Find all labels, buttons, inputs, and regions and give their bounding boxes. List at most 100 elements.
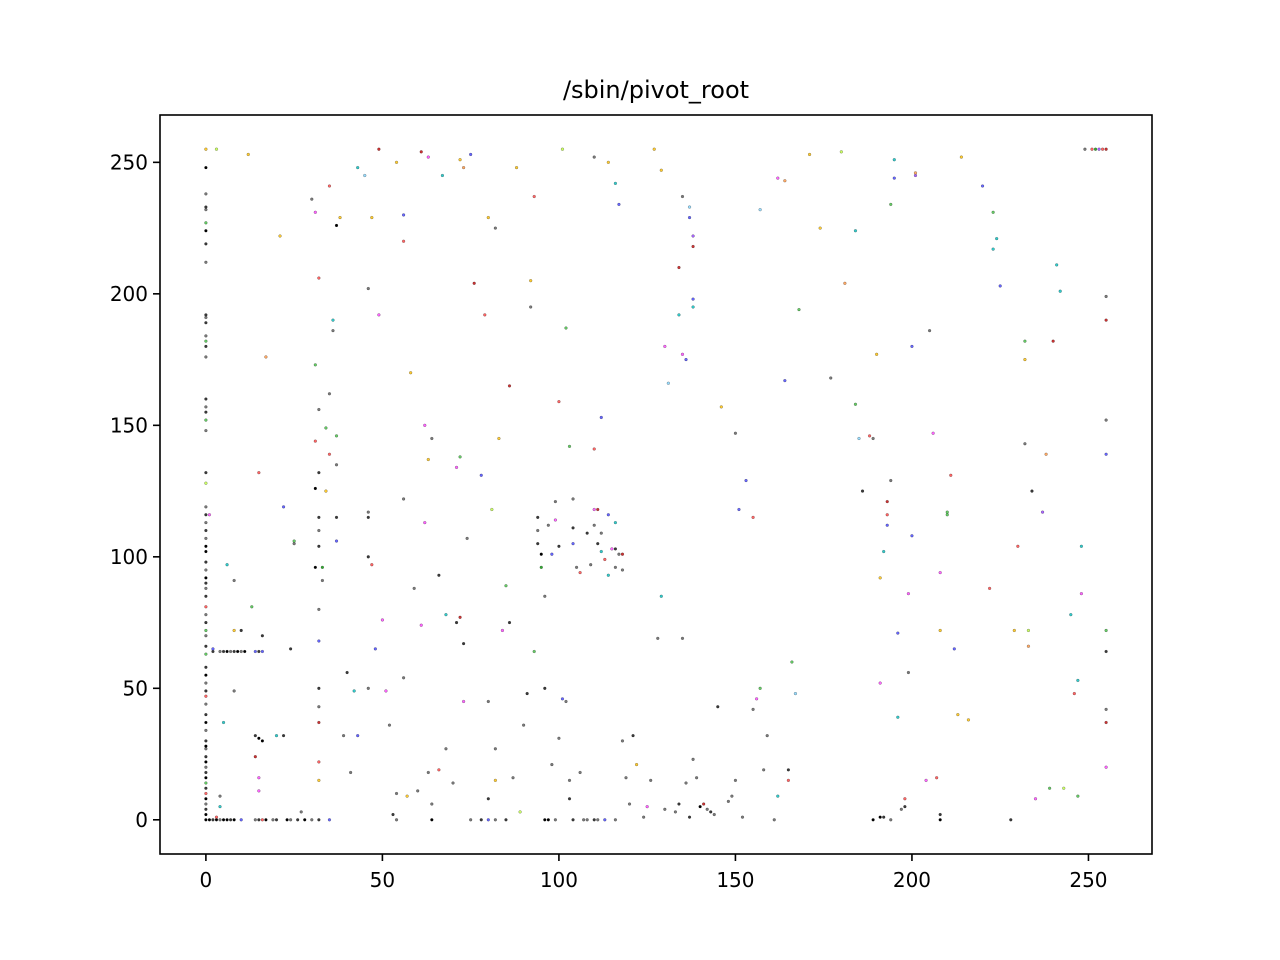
data-point-468 (818, 226, 822, 230)
data-point-386 (1016, 544, 1020, 548)
data-point-383 (995, 237, 999, 241)
data-point-191 (366, 686, 370, 690)
data-point-20 (310, 818, 314, 822)
data-point-114 (211, 649, 215, 654)
data-point-49 (204, 802, 208, 806)
data-point-26 (479, 818, 483, 822)
data-point-65 (204, 702, 208, 706)
data-point-272 (564, 699, 568, 704)
data-point-155 (317, 544, 321, 548)
data-point-149 (289, 647, 293, 651)
data-point-189 (352, 689, 356, 693)
data-point-366 (910, 534, 914, 538)
data-point-81 (204, 576, 208, 580)
data-point-106 (204, 242, 208, 246)
data-point-459 (567, 444, 572, 448)
data-point-185 (334, 223, 339, 228)
chart-title: /sbin/pivot_root (563, 76, 749, 104)
x-tick-label-250: 250 (1069, 868, 1107, 892)
data-point-255 (532, 649, 536, 654)
data-point-4 (218, 818, 222, 822)
data-point-296 (617, 552, 621, 556)
data-point-291 (606, 513, 610, 517)
data-point-473 (959, 155, 963, 159)
x-tick-label-200: 200 (893, 868, 931, 892)
data-point-262 (543, 686, 547, 690)
data-point-30 (543, 818, 547, 822)
data-point-435 (493, 226, 497, 230)
plot-frame (159, 114, 1153, 855)
data-point-406 (1079, 592, 1083, 596)
data-point-162 (313, 363, 317, 367)
data-point-175 (324, 426, 328, 430)
data-point-359 (896, 631, 900, 635)
data-point-344 (857, 436, 861, 441)
data-point-56 (204, 765, 208, 769)
data-point-439 (606, 160, 610, 164)
data-point-133 (232, 628, 236, 633)
data-point-246 (507, 620, 512, 625)
data-point-91 (204, 481, 208, 485)
data-point-474 (980, 184, 985, 188)
data-point-353 (885, 513, 889, 517)
data-point-64 (204, 713, 208, 717)
data-point-257 (536, 528, 540, 533)
data-point-242 (493, 778, 497, 782)
data-point-234 (469, 152, 473, 157)
data-point-452 (677, 313, 681, 317)
data-point-164 (310, 197, 314, 201)
data-point-416 (1104, 452, 1108, 456)
data-point-350 (878, 576, 882, 580)
data-point-261 (543, 594, 547, 598)
data-point-331 (758, 686, 762, 690)
data-point-428 (377, 147, 381, 151)
data-point-6 (225, 818, 229, 822)
data-point-33 (571, 818, 575, 822)
data-point-389 (1023, 358, 1027, 362)
data-point-292 (610, 547, 614, 551)
data-point-147 (281, 734, 286, 738)
data-point-373 (938, 628, 942, 633)
data-point-354 (885, 500, 889, 504)
data-point-475 (991, 210, 995, 214)
data-point-375 (945, 513, 949, 517)
data-point-235 (472, 281, 476, 285)
data-point-66 (204, 694, 208, 698)
data-point-200 (377, 313, 381, 317)
data-point-333 (765, 734, 769, 738)
data-point-193 (366, 510, 370, 514)
data-point-454 (684, 358, 688, 362)
data-point-137 (253, 734, 257, 738)
data-point-177 (327, 452, 332, 456)
data-point-208 (402, 239, 406, 243)
data-point-426 (338, 215, 342, 220)
data-point-138 (257, 736, 261, 740)
data-point-322 (716, 705, 720, 709)
data-point-184 (334, 539, 339, 543)
data-point-35 (585, 818, 589, 822)
data-point-99 (204, 344, 208, 349)
data-point-156 (317, 528, 321, 533)
data-point-211 (409, 371, 413, 375)
data-point-327 (740, 815, 745, 819)
data-point-423 (214, 147, 219, 151)
data-point-0 (204, 818, 208, 822)
data-point-98 (204, 355, 208, 359)
data-point-396 (1048, 786, 1052, 790)
data-point-39 (613, 818, 617, 822)
data-point-349 (878, 681, 882, 685)
data-point-1 (207, 818, 211, 822)
data-point-326 (737, 507, 741, 512)
data-point-219 (430, 436, 434, 441)
data-point-287 (596, 542, 600, 546)
x-tick-label-0: 0 (200, 868, 213, 892)
data-point-130 (221, 720, 226, 725)
data-point-370 (928, 329, 932, 333)
data-point-171 (317, 639, 321, 643)
data-point-281 (578, 770, 582, 775)
data-point-228 (454, 620, 459, 625)
data-point-82 (204, 568, 208, 572)
data-point-233 (465, 536, 469, 540)
data-point-308 (659, 594, 663, 598)
data-point-22 (327, 818, 332, 822)
